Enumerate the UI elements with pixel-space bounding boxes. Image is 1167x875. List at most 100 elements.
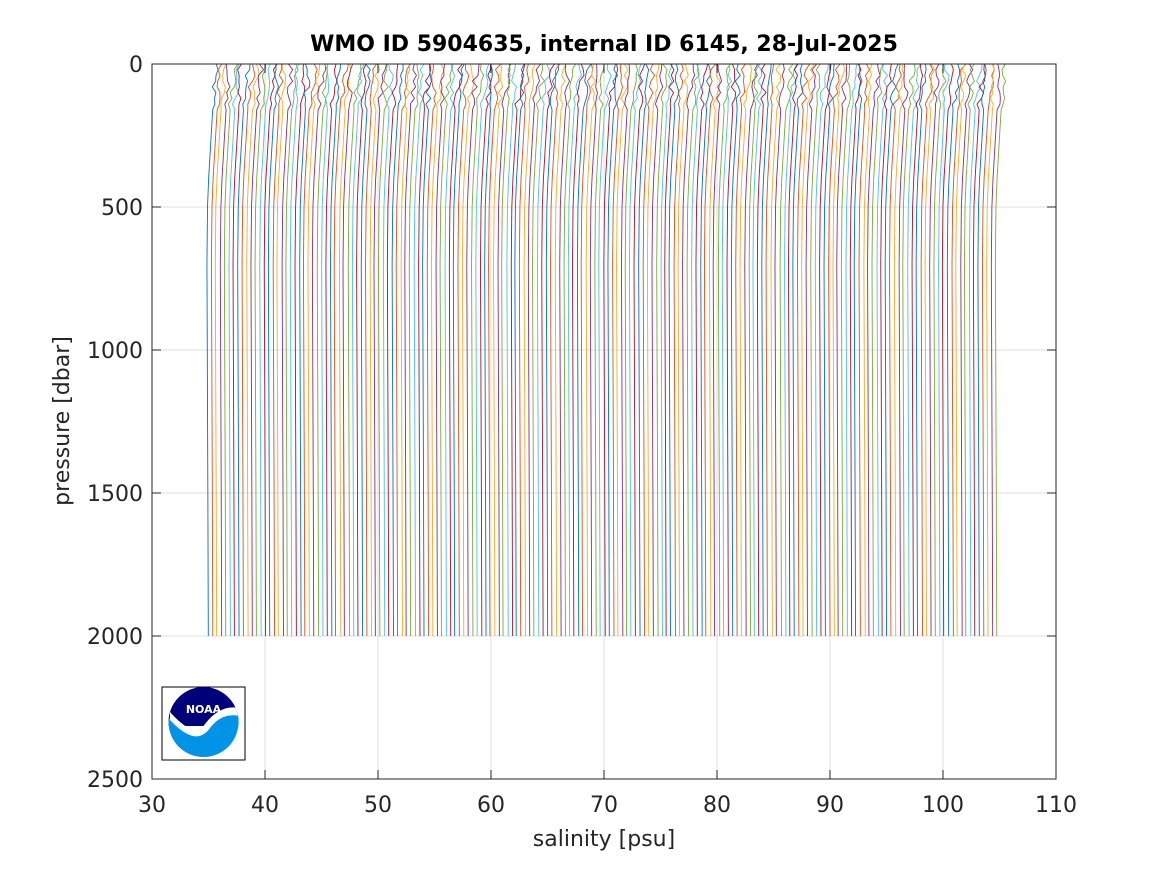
profile-line bbox=[431, 63, 445, 637]
profile-line bbox=[580, 63, 594, 637]
profile-line bbox=[210, 63, 223, 637]
profile-line bbox=[501, 63, 512, 637]
profile-line bbox=[493, 63, 504, 637]
profile-line bbox=[506, 63, 518, 637]
chart-title: WMO ID 5904635, internal ID 6145, 28-Jul… bbox=[310, 32, 898, 57]
profile-line bbox=[823, 63, 835, 637]
profile-line bbox=[228, 63, 240, 637]
profile-line bbox=[810, 63, 821, 637]
profile-line bbox=[510, 63, 526, 637]
profile-line bbox=[342, 63, 354, 637]
profile-line bbox=[673, 63, 684, 637]
profile-line bbox=[774, 63, 785, 637]
x-tick-label: 60 bbox=[477, 793, 505, 818]
profile-line bbox=[898, 63, 909, 637]
profile-line bbox=[981, 63, 995, 637]
logo-text: NOAA bbox=[186, 703, 222, 716]
profile-line bbox=[316, 63, 328, 637]
x-tick-label: 70 bbox=[590, 793, 618, 818]
profile-line bbox=[752, 63, 763, 637]
profile-line bbox=[907, 63, 922, 637]
profile-line bbox=[695, 63, 709, 637]
profile-line bbox=[536, 63, 551, 637]
profile-line bbox=[709, 63, 721, 637]
profile-line bbox=[563, 63, 577, 637]
profile-line bbox=[514, 63, 525, 637]
profile-line bbox=[263, 63, 278, 637]
x-tick-labels: 30 40 50 60 70 80 90 100 110 bbox=[138, 793, 1077, 818]
profile-line bbox=[836, 63, 848, 637]
profile-line bbox=[986, 63, 995, 637]
profile-line bbox=[330, 63, 341, 637]
profile-line bbox=[691, 63, 702, 637]
profile-line bbox=[404, 63, 417, 637]
profile-line bbox=[484, 63, 493, 637]
profile-line bbox=[471, 63, 485, 637]
profile-line bbox=[765, 63, 775, 637]
profile-line bbox=[876, 63, 889, 637]
x-tick-label: 50 bbox=[364, 793, 392, 818]
profile-line bbox=[294, 63, 306, 637]
profile-line bbox=[832, 63, 846, 637]
x-axis-label: salinity [psu] bbox=[533, 827, 675, 852]
profile-line bbox=[941, 63, 954, 637]
profile-line bbox=[616, 63, 629, 637]
profile-line bbox=[814, 63, 829, 637]
profile-line bbox=[572, 63, 585, 637]
profile-line bbox=[977, 63, 987, 637]
profile-line bbox=[933, 63, 947, 637]
profile-line bbox=[382, 63, 394, 637]
profile-line bbox=[828, 63, 841, 637]
profile-line bbox=[386, 63, 399, 637]
profile-line bbox=[712, 63, 723, 637]
y-tick-label: 1500 bbox=[87, 482, 143, 507]
profile-line bbox=[951, 63, 967, 637]
profile-line bbox=[550, 63, 561, 637]
axis-ticks bbox=[151, 63, 1057, 780]
profile-line bbox=[994, 63, 1007, 637]
profile-line bbox=[311, 63, 327, 637]
profile-line bbox=[668, 63, 680, 637]
profile-line bbox=[915, 63, 927, 637]
profile-line bbox=[646, 63, 660, 637]
profile-line bbox=[378, 63, 389, 637]
profile-line bbox=[853, 63, 863, 637]
profile-line bbox=[281, 63, 294, 637]
profile-line bbox=[726, 63, 737, 637]
profile-line bbox=[784, 63, 798, 637]
logo-bird-shape bbox=[170, 707, 239, 737]
y-tick-label: 500 bbox=[101, 196, 143, 221]
x-tick-label: 100 bbox=[922, 793, 964, 818]
profile-line bbox=[289, 63, 300, 637]
profile-line bbox=[880, 63, 892, 637]
profile-line bbox=[576, 63, 592, 637]
profile-line bbox=[559, 63, 571, 637]
profile-line bbox=[805, 63, 818, 637]
profile-line bbox=[206, 63, 219, 637]
profile-line bbox=[638, 63, 650, 637]
profile-line bbox=[232, 63, 242, 637]
profile-line bbox=[373, 63, 387, 637]
profile-line bbox=[845, 63, 858, 637]
profile-line bbox=[299, 63, 311, 637]
profile-line bbox=[656, 63, 668, 637]
profile-line bbox=[633, 63, 646, 637]
profile-line bbox=[990, 63, 1001, 637]
profile-line bbox=[972, 63, 986, 637]
profile-line bbox=[624, 63, 638, 637]
profile-line bbox=[219, 63, 231, 637]
profile-line bbox=[321, 63, 329, 637]
profile-line bbox=[902, 63, 916, 637]
x-tick-label: 110 bbox=[1035, 793, 1077, 818]
profile-lines bbox=[206, 63, 1007, 637]
profile-line bbox=[527, 63, 541, 637]
profile-line bbox=[395, 63, 411, 637]
profile-line bbox=[968, 63, 983, 637]
profile-line bbox=[929, 63, 940, 637]
profile-line bbox=[770, 63, 782, 637]
profile-line bbox=[452, 63, 465, 637]
profile-line bbox=[629, 63, 642, 637]
profile-line bbox=[858, 63, 870, 637]
profile-line bbox=[761, 63, 772, 637]
profile-line bbox=[391, 64, 404, 637]
